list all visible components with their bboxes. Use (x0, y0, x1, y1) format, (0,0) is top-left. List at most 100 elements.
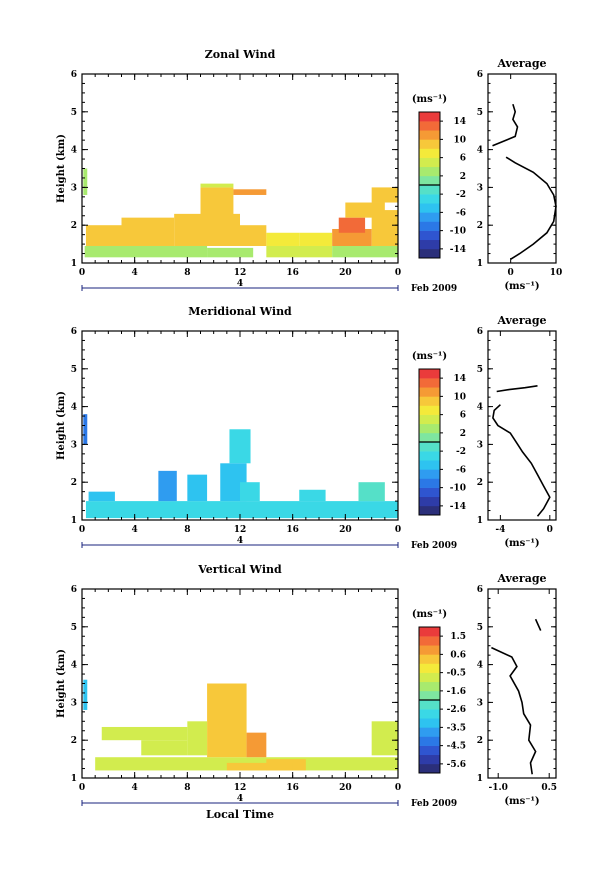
colorbar-segment (419, 112, 440, 122)
heatmap-cell (200, 187, 234, 218)
profile-line (492, 103, 519, 147)
colorbar-segment (419, 709, 440, 719)
profile-frame (487, 588, 557, 779)
heatmap-cell (158, 470, 177, 502)
heatmap-cell (358, 482, 385, 502)
y-tick-label: 4 (71, 146, 77, 156)
colorbar-segment (419, 496, 440, 507)
y-axis-label: Height (km) (56, 391, 67, 460)
heatmap-cell (187, 721, 208, 756)
x-tick-label: 4 (132, 525, 138, 535)
heatmap-cell (240, 225, 267, 246)
profile-y-tick-label: 1 (477, 774, 483, 784)
profile-y-tick-label: 1 (477, 516, 483, 526)
heatmap-cell (200, 183, 234, 188)
date-label: Feb 2009 (411, 284, 457, 294)
x-tick-label: 12 (234, 783, 247, 793)
x-tick-label: 8 (184, 783, 190, 793)
profile-x-tick-label: 0 (547, 525, 553, 535)
colorbar-tick-label: -1.6 (447, 687, 466, 697)
x-tick-label: 8 (184, 268, 190, 278)
x-tick-label: 20 (339, 783, 352, 793)
profile-y-tick-label: 2 (477, 736, 483, 746)
heatmap-cell (299, 489, 326, 502)
x-tick-label: 16 (286, 783, 299, 793)
heatmap-cell (83, 168, 88, 195)
heatmap-cell (187, 474, 208, 502)
profile-y-tick-label: 3 (477, 698, 483, 708)
x-tick-label: 16 (286, 268, 299, 278)
profile-x-tick-label: -1.0 (488, 783, 507, 793)
x-tick-label: 0 (395, 783, 401, 793)
colorbar-tick-label: -14 (450, 502, 466, 512)
colorbar-segment (419, 700, 440, 710)
heatmap-cell (246, 732, 267, 758)
heatmap-cell (299, 232, 333, 246)
heatmap-cell (121, 245, 208, 258)
colorbar-segment (419, 248, 440, 259)
y-tick-label: 1 (71, 516, 77, 526)
colorbar-unit: (ms⁻¹) (412, 351, 447, 362)
colorbar-segment (419, 378, 440, 388)
y-tick-label: 5 (71, 365, 77, 375)
profile-x-tick-label: -4 (495, 525, 505, 535)
colorbar-segment (419, 736, 440, 746)
colorbar-tick-label: 10 (453, 392, 466, 402)
colorbar-segment (419, 690, 440, 701)
colorbar-segment (419, 130, 440, 140)
y-tick-label: 1 (71, 259, 77, 269)
profile-y-tick-label: 5 (477, 108, 483, 118)
colorbar-tick-label: -10 (450, 484, 466, 494)
x-tick-label: 20 (339, 268, 352, 278)
heatmap-cell (240, 482, 260, 502)
y-axis-label: Height (km) (56, 134, 67, 203)
y-tick-label: 4 (71, 661, 77, 671)
profile-y-tick-label: 4 (477, 661, 483, 671)
colorbar-segment (419, 414, 440, 425)
colorbar-segment (419, 212, 440, 222)
heatmap-cell (266, 245, 333, 258)
profile-x-label: (ms⁻¹) (504, 538, 539, 549)
colorbar-segment (419, 175, 440, 186)
colorbar-segment (419, 636, 440, 646)
colorbar-tick-label: 6 (460, 411, 466, 421)
colorbar-tick-label: 10 (453, 135, 466, 145)
colorbar-segment (419, 432, 440, 443)
x-tick-label: 12 (234, 525, 247, 535)
colorbar-tick-label: 14 (453, 117, 466, 127)
profile-y-tick-label: 5 (477, 365, 483, 375)
heatmap-cell (371, 721, 398, 756)
profile-x-label: (ms⁻¹) (504, 281, 539, 292)
colorbar-segment (419, 230, 440, 241)
colorbar-segment (419, 672, 440, 683)
day-label: 4 (237, 279, 243, 289)
colorbar-segment (419, 396, 440, 406)
colorbar-segment (419, 442, 440, 452)
colorbar-segment (419, 763, 440, 774)
colorbar-segment (419, 487, 440, 498)
colorbar-segment (419, 139, 440, 149)
heatmap-cell (229, 429, 251, 464)
heatmap-cell (233, 189, 267, 195)
colorbar-segment (419, 194, 440, 204)
profile-y-tick-label: 4 (477, 403, 483, 413)
colorbar-tick-label: 1.5 (450, 632, 466, 642)
profile-title: Average (496, 57, 546, 70)
colorbar-tick-label: -5.6 (447, 760, 466, 770)
x-tick-label: 0 (395, 525, 401, 535)
colorbar-segment (419, 505, 440, 516)
colorbar-tick-label: -2 (456, 190, 466, 200)
heatmap-cell (88, 491, 115, 502)
colorbar-tick-label: 6 (460, 154, 466, 164)
profile-y-tick-label: 4 (477, 146, 483, 156)
colorbar-tick-label: 14 (453, 374, 466, 384)
heatmap-cell (85, 501, 398, 519)
profile-title: Average (496, 314, 546, 327)
y-tick-label: 5 (71, 108, 77, 118)
colorbar-segment (419, 718, 440, 728)
profile-title: Average (496, 572, 546, 585)
colorbar-segment (419, 645, 440, 655)
heatmap-cell (83, 414, 88, 445)
profile-line (496, 385, 538, 393)
